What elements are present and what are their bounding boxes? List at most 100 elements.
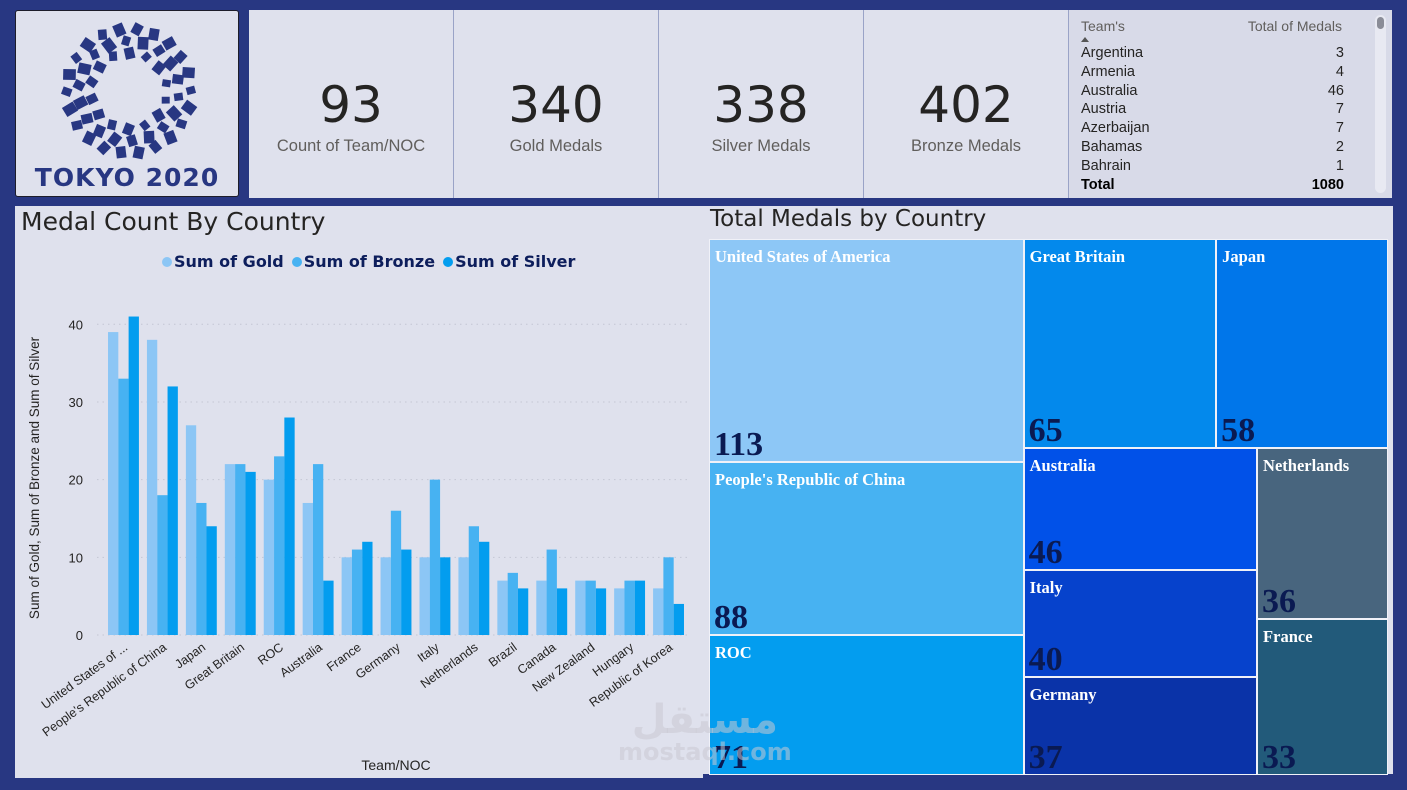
bar-sum-of-bronze[interactable] — [351, 549, 363, 635]
legend-item-silver[interactable]: Sum of Silver — [443, 252, 575, 271]
bar-sum-of-bronze[interactable] — [663, 557, 674, 635]
tile-label: France — [1263, 626, 1313, 646]
bar-sum-of-silver[interactable] — [323, 580, 334, 635]
treemap-tile[interactable]: Great Britain 65 — [1023, 239, 1217, 449]
bar-sum-of-bronze[interactable] — [235, 464, 246, 635]
kpi-card-team-count: 93 Count of Team/NOC — [249, 10, 454, 198]
bar-sum-of-silver[interactable] — [206, 526, 217, 635]
bar-sum-of-gold[interactable] — [575, 580, 586, 635]
treemap-tile[interactable]: Italy 40 — [1023, 570, 1258, 678]
cell-team: Argentina — [1081, 45, 1144, 61]
table-scrollbar[interactable] — [1375, 15, 1386, 193]
bar-sum-of-gold[interactable] — [614, 588, 625, 635]
tile-value: 33 — [1262, 738, 1297, 776]
bar-sum-of-bronze[interactable] — [118, 378, 129, 635]
bar-sum-of-bronze[interactable] — [196, 502, 207, 635]
bar-sum-of-silver[interactable] — [479, 541, 490, 635]
tile-value: 40 — [1028, 640, 1063, 678]
legend-label: Sum of Bronze — [303, 252, 436, 271]
bar-sum-of-silver[interactable] — [440, 557, 451, 635]
bar-sum-of-gold[interactable] — [419, 557, 430, 635]
column-header-total[interactable]: Total of Medals — [1247, 18, 1342, 34]
bar-sum-of-gold[interactable] — [653, 588, 664, 635]
legend-item-bronze[interactable]: Sum of Bronze — [291, 252, 436, 271]
bar-sum-of-gold[interactable] — [536, 580, 547, 635]
bar-sum-of-gold[interactable] — [341, 557, 352, 635]
bar-sum-of-silver[interactable] — [673, 603, 684, 635]
treemap-tile[interactable]: ROC 71 — [709, 635, 1024, 776]
bar-sum-of-gold[interactable] — [146, 339, 158, 635]
cell-team: Bahamas — [1081, 138, 1143, 155]
bar-sum-of-bronze[interactable] — [312, 464, 324, 635]
y-tick-label: 40 — [69, 317, 83, 332]
logo-card: TOKYO 2020 — [15, 10, 239, 197]
bar-sum-of-gold[interactable] — [302, 502, 313, 635]
bar-sum-of-silver[interactable] — [128, 316, 139, 635]
total-medals-treemap: Total Medals by Country United States of… — [703, 206, 1393, 776]
tile-label: Germany — [1029, 684, 1097, 704]
table-row[interactable]: Armenia 4 — [1081, 63, 1344, 82]
tile-label: United States of America — [715, 247, 891, 266]
bar-sum-of-silver[interactable] — [556, 588, 568, 635]
bar-sum-of-silver[interactable] — [517, 588, 529, 635]
bar-sum-of-bronze[interactable] — [274, 456, 285, 635]
cell-total: 46 — [1327, 82, 1344, 99]
bar-sum-of-bronze[interactable] — [546, 549, 557, 635]
x-tick-label: Italy — [415, 640, 442, 665]
bar-sum-of-gold[interactable] — [108, 332, 119, 635]
table-row[interactable]: Azerbaijan 7 — [1081, 119, 1344, 138]
kpi-card-gold: 340 Gold Medals — [454, 10, 659, 198]
bar-sum-of-silver[interactable] — [362, 541, 373, 635]
kpi-label: Gold Medals — [509, 137, 603, 155]
bar-sum-of-silver[interactable] — [284, 417, 295, 635]
tile-value: 37 — [1028, 738, 1063, 776]
bar-sum-of-gold[interactable] — [497, 580, 508, 635]
bar-sum-of-bronze[interactable] — [429, 479, 441, 635]
cell-team: Armenia — [1081, 63, 1135, 80]
bar-sum-of-gold[interactable] — [185, 425, 197, 635]
bar-sum-of-gold[interactable] — [224, 464, 236, 635]
legend-item-gold[interactable]: Sum of Gold — [162, 252, 284, 271]
table-row[interactable]: Argentina 3 — [1081, 44, 1344, 63]
bar-sum-of-silver[interactable] — [595, 588, 607, 635]
bar-sum-of-bronze[interactable] — [624, 580, 635, 635]
kpi-strip: 93 Count of Team/NOC 340 Gold Medals 338… — [249, 10, 1069, 198]
treemap-tile[interactable]: Japan 58 — [1216, 239, 1388, 449]
treemap-tile[interactable]: Australia 46 — [1023, 448, 1258, 571]
medal-count-bar-chart: Medal Count By Country Sum of Gold Sum o… — [15, 206, 703, 778]
bar-sum-of-bronze[interactable] — [468, 526, 480, 635]
table-header: Team's Total of Medals — [1081, 18, 1342, 34]
total-label: Total — [1081, 176, 1115, 193]
bar-sum-of-silver[interactable] — [401, 549, 412, 635]
table-row[interactable]: Australia 46 — [1081, 82, 1344, 101]
treemap-tile[interactable]: United States of America 113 — [709, 239, 1024, 463]
column-header-team[interactable]: Team's — [1081, 18, 1125, 34]
treemap-tile[interactable]: Netherlands 36 — [1257, 448, 1388, 620]
bar-sum-of-gold[interactable] — [380, 557, 391, 635]
tile-value: 88 — [714, 599, 748, 637]
kpi-card-bronze: 402 Bronze Medals — [864, 10, 1069, 198]
tokyo-2020-emblem-icon — [60, 22, 198, 160]
treemap-tile[interactable]: People's Republic of China 88 — [709, 461, 1024, 637]
table-row[interactable]: Bahrain 1 — [1081, 157, 1344, 176]
y-axis-label: Sum of Gold, Sum of Bronze and Sum of Si… — [27, 336, 42, 619]
y-tick-label: 30 — [69, 395, 83, 410]
treemap-tile[interactable]: France 33 — [1257, 618, 1388, 776]
bar-sum-of-silver[interactable] — [167, 386, 178, 635]
cell-total: 2 — [1335, 138, 1344, 155]
bar-sum-of-bronze[interactable] — [507, 572, 518, 635]
bar-sum-of-silver[interactable] — [245, 471, 256, 635]
bar-sum-of-bronze[interactable] — [585, 580, 596, 635]
bar-sum-of-gold[interactable] — [458, 557, 469, 635]
treemap-tile[interactable]: Germany 37 — [1023, 676, 1258, 776]
bar-sum-of-bronze[interactable] — [390, 510, 402, 635]
table-row[interactable]: Austria 7 — [1081, 100, 1344, 119]
bar-sum-of-gold[interactable] — [263, 479, 275, 635]
sort-ascending-icon[interactable] — [1081, 37, 1089, 42]
bar-sum-of-bronze[interactable] — [157, 495, 168, 635]
bar-sum-of-silver[interactable] — [634, 580, 646, 635]
table-row[interactable]: Bahamas 2 — [1081, 138, 1344, 157]
scrollbar-thumb[interactable] — [1377, 17, 1384, 29]
x-axis-label: Team/NOC — [361, 757, 430, 773]
tile-value: 113 — [714, 425, 764, 463]
